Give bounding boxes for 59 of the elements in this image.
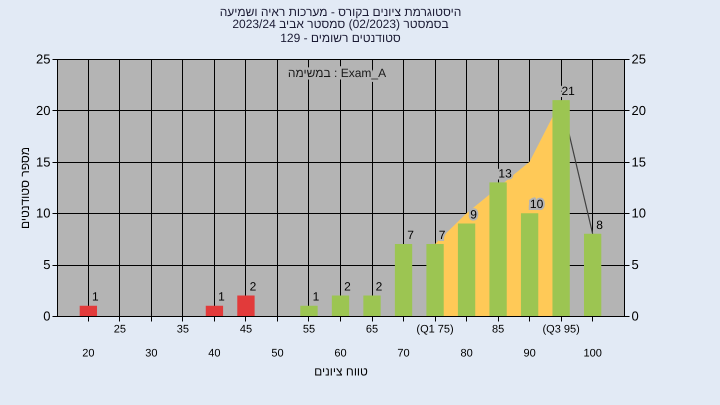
x-tick-label: 55 [302, 324, 316, 336]
bar [363, 295, 381, 316]
x-tick-label: 70 [397, 348, 410, 360]
bar [552, 100, 570, 316]
data-label: 9 [470, 207, 478, 222]
bar [584, 234, 602, 316]
x-tick-label: 35 [176, 324, 190, 336]
bar [206, 306, 224, 316]
data-label: 1 [218, 290, 226, 304]
data-label: 10 [530, 197, 544, 212]
bar [300, 306, 318, 316]
y2-tick-label: 25 [632, 52, 646, 66]
data-label: 1 [92, 290, 100, 304]
x-tick-label: 100 [583, 348, 602, 360]
data-label: 8 [596, 218, 604, 232]
y2-tick-label: 5 [632, 257, 639, 272]
bar [426, 244, 444, 316]
bar [237, 295, 255, 316]
data-label: 7 [438, 228, 446, 242]
x-tick-label: 50 [271, 348, 284, 360]
x-tick-label: 25 [114, 324, 126, 336]
x-tick-label: 90 [523, 348, 536, 360]
data-label: 1 [312, 290, 320, 304]
x-tick-label: 85 [492, 324, 504, 336]
data-label: 13 [498, 166, 512, 180]
y2-tick-label: 0 [632, 308, 639, 324]
x-tick-label: 30 [145, 348, 158, 360]
y-tick-label: 5 [43, 257, 50, 272]
data-label: 2 [344, 279, 352, 294]
y-axis-title: מספר סטודנטים [18, 146, 32, 230]
bar [458, 223, 476, 316]
x-axis-title: טווח ציונים [314, 364, 368, 378]
x-tick-label: 45 [240, 324, 252, 336]
x-tick-label: 80 [460, 348, 473, 360]
data-label: 2 [376, 279, 383, 294]
y-tick-label: 25 [36, 52, 50, 66]
x-tick-label: 40 [208, 348, 221, 360]
bar [489, 182, 507, 316]
y2-tick-label: 15 [632, 154, 646, 170]
bar [80, 306, 98, 316]
bar [520, 213, 538, 316]
y-tick-label: 20 [36, 102, 50, 118]
data-label: 2 [250, 279, 257, 294]
data-label: 7 [407, 228, 414, 242]
y-tick-label: 10 [36, 206, 50, 221]
data-label: 21 [561, 84, 576, 98]
y2-tick-label: 20 [632, 102, 646, 118]
y2-tick-label: 10 [632, 206, 646, 221]
bar [394, 244, 412, 316]
x-tick-label: 60 [334, 348, 347, 360]
x-tick-label: (Q3 95) [542, 324, 580, 336]
x-tick-label: (Q1 75) [416, 324, 454, 336]
y-tick-label: 15 [36, 154, 50, 170]
y-tick-label: 0 [43, 308, 50, 324]
x-tick-label: 20 [82, 348, 94, 360]
x-tick-label: 65 [366, 324, 378, 336]
chart-subtitle: בסמסטר (02/2023) סמסטר אביב 2023/24 129 - סטודנטים רשומים [232, 17, 449, 45]
chart-title: היסטוגרמת ציונים בקורס - מערכות ראיה ושמיעה [220, 5, 462, 19]
bar [332, 295, 350, 316]
